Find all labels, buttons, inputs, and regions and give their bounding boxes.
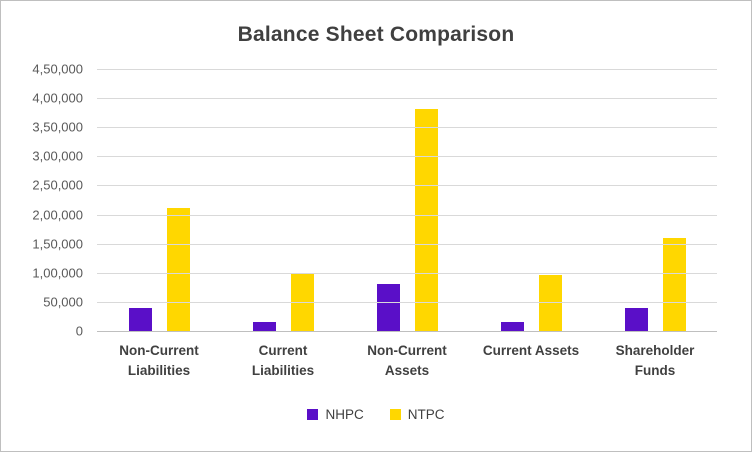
legend-item-nhpc[interactable]: NHPC [307,407,364,422]
bars-layer [97,69,717,331]
x-category-label: Current Liabilities [251,343,315,378]
plot-area [97,69,717,332]
y-tick-label: 50,000 [43,294,83,310]
y-tick-label: 4,00,000 [32,90,83,106]
y-tick-label: 1,50,000 [32,236,83,252]
bar-ntpc-2[interactable] [414,108,438,331]
legend-item-ntpc[interactable]: NTPC [389,407,445,422]
gridline [97,98,717,100]
x-category-0: Non-Current Liabilities [97,341,221,380]
y-tick-label: 4,50,000 [32,61,83,77]
x-axis-line [97,331,717,332]
legend: NHPC NTPC [1,407,751,422]
x-category-label: Shareholder Funds [615,343,695,378]
bar-group-0 [97,69,221,331]
x-category-4: Shareholder Funds [593,341,717,380]
y-axis: 0 50,000 1,00,000 1,50,000 2,00,000 2,50,000 3… [1,62,89,339]
y-tick-label: 3,50,000 [32,119,83,135]
bar-nhpc-3[interactable] [500,322,524,331]
y-tick-label: 2,00,000 [32,207,83,223]
x-category-2: Non-Current Assets [345,341,469,380]
gridline [97,243,717,245]
gridline [97,185,717,187]
bar-group-2 [345,69,469,331]
y-tick-label: 2,50,000 [32,177,83,193]
x-category-3: Current Assets [469,341,593,380]
x-category-1: Current Liabilities [221,341,345,380]
bar-group-1 [221,69,345,331]
gridline [97,214,717,216]
chart-title: Balance Sheet Comparison [237,23,515,46]
gridline [97,127,717,129]
bar-group-4 [593,69,717,331]
bar-nhpc-1[interactable] [252,322,276,331]
bar-nhpc-4[interactable] [624,307,648,331]
bar-ntpc-4[interactable] [662,237,686,331]
x-category-label: Non-Current Liabilities [119,343,199,378]
x-category-label: Non-Current Assets [367,343,447,378]
gridline [97,156,717,158]
x-axis: Non-Current Liabilities Current Liabiliti… [97,341,717,380]
y-tick-label: 1,00,000 [32,265,83,281]
gridline [97,272,717,274]
y-tick-label: 3,00,000 [32,148,83,164]
gridline [97,301,717,303]
legend-swatch-ntpc [389,409,401,420]
legend-label-nhpc: NHPC [325,407,364,422]
bar-group-3 [469,69,593,331]
y-tick-label: 0 [75,323,83,339]
bar-nhpc-0[interactable] [128,307,152,331]
x-category-label: Current Assets [482,343,580,358]
gridline [97,69,717,70]
bar-nhpc-2[interactable] [376,284,400,331]
legend-swatch-nhpc [307,409,319,420]
bar-ntpc-0[interactable] [166,207,190,331]
legend-label-ntpc: NTPC [407,407,445,422]
